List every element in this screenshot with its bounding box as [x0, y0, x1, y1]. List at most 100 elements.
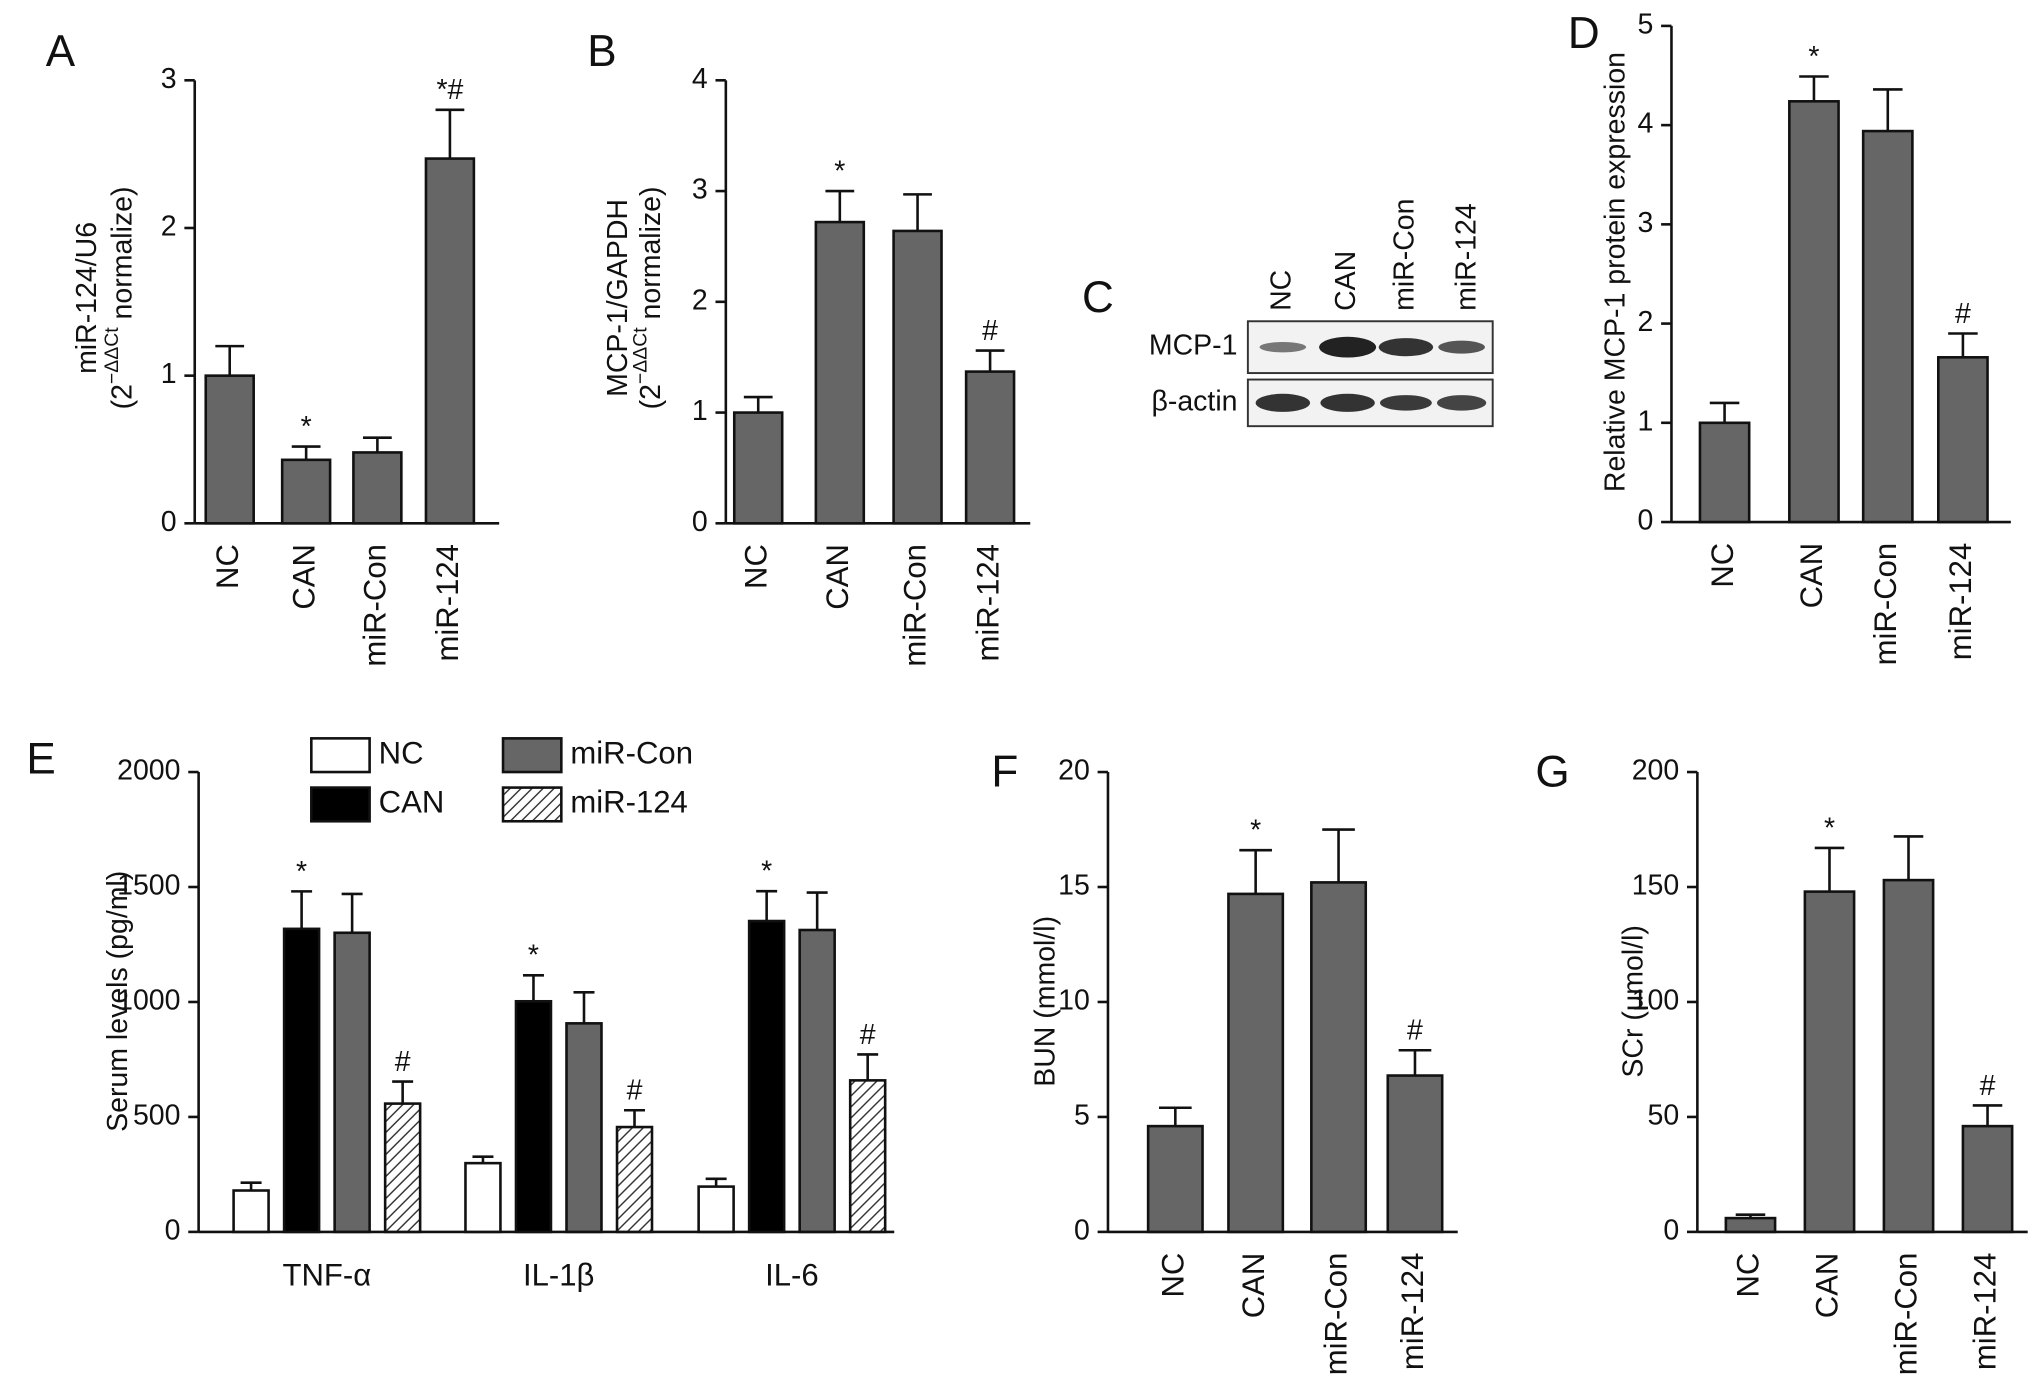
y-tick-label: 50 [1648, 1099, 1680, 1131]
bar [383, 1102, 422, 1234]
y-tick-label: 5 [1074, 1099, 1090, 1131]
panel-label: A [46, 27, 76, 76]
bar [1146, 1124, 1204, 1234]
y-tick-label: 200 [1632, 755, 1680, 787]
x-tick-label: CAN [286, 544, 321, 610]
x-tick-label: CAN [1794, 543, 1829, 609]
legend-swatch [310, 737, 371, 774]
lane-label: miR-124 [1451, 203, 1483, 311]
bar [282, 927, 321, 1234]
y-axis-label-part: (2 [635, 384, 667, 409]
y-tick-label: 3 [1637, 207, 1653, 239]
bar [352, 451, 403, 525]
y-tick-label: 15 [1058, 870, 1090, 902]
annotation: # [395, 1046, 411, 1078]
y-axis-label-part: normalize) [635, 186, 667, 327]
annotation: # [860, 1019, 876, 1051]
bar [1310, 881, 1368, 1234]
y-axis-label: MCP-1/GAPDH [602, 199, 634, 397]
bar [204, 374, 255, 525]
bar [1386, 1074, 1444, 1234]
annotation: # [1955, 298, 1971, 330]
legend-label: CAN [379, 785, 445, 820]
bar [964, 370, 1016, 525]
x-tick-label: CAN [820, 544, 855, 610]
chart-panel: E 0 500 1000 1500 2000 Serum levels (pg/ml) TNF… [26, 734, 895, 1292]
panel-label: D [1568, 9, 1600, 58]
x-tick-label: TNF-α [282, 1257, 371, 1292]
bar [280, 458, 332, 525]
annotation: *# [436, 74, 463, 106]
bar [1724, 1216, 1777, 1234]
x-tick-label: NC [1731, 1253, 1766, 1298]
band [1320, 393, 1375, 412]
y-tick-label: 10 [1058, 985, 1090, 1017]
y-axis-label-part: (2 [106, 384, 138, 409]
y-tick-label: 2 [1637, 306, 1653, 338]
y-tick-label: 100 [1632, 985, 1680, 1017]
legend-swatch [310, 786, 371, 823]
y-axis-label-part: normalize) [106, 186, 138, 327]
legend-label: miR-124 [570, 785, 687, 820]
y-tick-label: 2 [161, 211, 177, 243]
bar [615, 1125, 654, 1234]
row-label: β-actin [1151, 385, 1237, 417]
bar [232, 1189, 270, 1234]
legend-label: NC [379, 735, 424, 770]
y-tick-label: 1000 [117, 985, 180, 1017]
annotation: # [982, 315, 998, 347]
y-axis-label: SCr (μmol/l) [1618, 925, 1650, 1078]
bar [333, 931, 371, 1234]
bar [798, 928, 836, 1234]
annotation: * [296, 856, 307, 888]
bar [732, 411, 784, 525]
y-tick-label: 4 [1637, 108, 1653, 140]
band [1319, 336, 1377, 358]
bar [424, 157, 476, 525]
chart-panel: B 0 1 2 3 4 MCP-1/GAPDH (2−ΔΔCt normalize) NC * CA… [587, 27, 1031, 667]
bar [892, 229, 943, 525]
band [1436, 395, 1487, 411]
chart-panel: A 0 1 2 3 miR-124/U6(2−ΔΔCt normalize) NC * CAN m… [46, 27, 500, 667]
annotation: # [627, 1075, 643, 1107]
annotation: * [528, 940, 539, 972]
lane-label: NC [1265, 270, 1297, 311]
y-tick-label: 1 [161, 358, 177, 390]
panel-label: C [1082, 273, 1114, 322]
lane-label: CAN [1330, 251, 1362, 311]
lane-label: miR-Con [1388, 199, 1420, 311]
x-tick-label: miR-124 [1943, 543, 1978, 660]
x-tick-label: miR-124 [1395, 1253, 1430, 1370]
annotation: * [834, 155, 845, 187]
y-tick-label: 3 [161, 63, 177, 95]
panel-label: F [991, 747, 1018, 796]
x-tick-label: miR-Con [1868, 543, 1903, 666]
y-tick-label: 0 [1663, 1214, 1679, 1246]
x-tick-label: miR-Con [898, 544, 933, 667]
bar [1698, 421, 1751, 524]
annotation: * [301, 411, 312, 443]
x-tick-label: IL-1β [523, 1257, 594, 1292]
panel-label: E [26, 734, 55, 783]
x-tick-label: NC [210, 544, 245, 589]
y-axis-label: (2−ΔΔCt normalize) [101, 186, 138, 409]
x-tick-label: miR-124 [1968, 1253, 2003, 1370]
x-tick-label: NC [1705, 543, 1740, 588]
y-tick-label: 0 [692, 506, 708, 538]
bar [1227, 892, 1285, 1234]
band [1379, 395, 1432, 411]
y-tick-label: 3 [692, 174, 708, 206]
y-tick-label: 1 [1637, 405, 1653, 437]
legend-swatch [501, 737, 563, 774]
y-tick-label: 0 [1074, 1214, 1090, 1246]
y-axis-label: miR-124/U6 [71, 222, 103, 374]
panel-label: B [587, 27, 616, 76]
x-tick-label: NC [1156, 1253, 1191, 1298]
y-tick-label: 1500 [117, 870, 180, 902]
row-label: MCP-1 [1149, 330, 1238, 362]
y-axis-label: (2−ΔΔCt normalize) [630, 186, 667, 409]
bar [565, 1022, 603, 1234]
y-tick-label: 2000 [117, 755, 180, 787]
panel-label: G [1535, 747, 1569, 796]
